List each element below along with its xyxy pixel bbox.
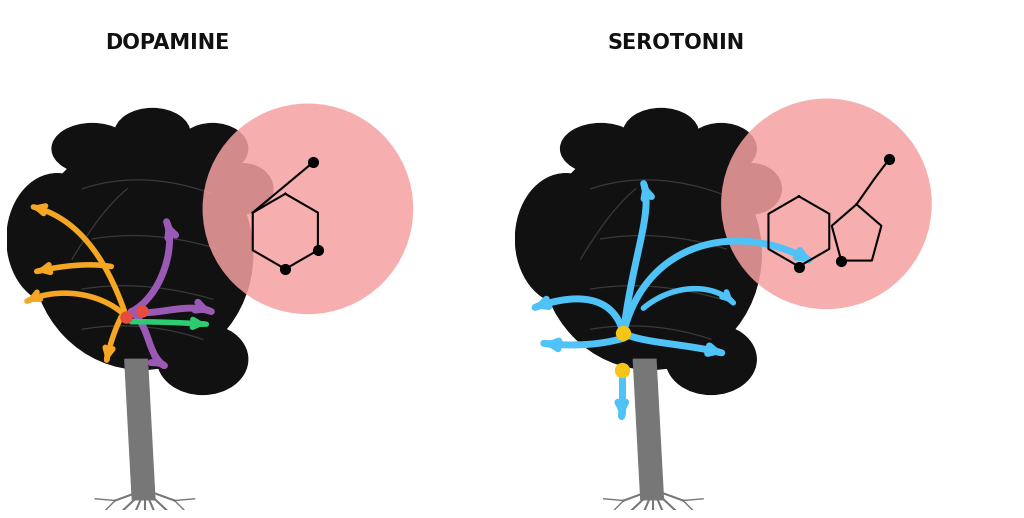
Ellipse shape: [686, 124, 757, 174]
Ellipse shape: [560, 124, 641, 174]
Ellipse shape: [624, 109, 698, 159]
Polygon shape: [634, 359, 664, 500]
Ellipse shape: [52, 124, 132, 174]
Ellipse shape: [515, 174, 615, 304]
Ellipse shape: [666, 324, 757, 394]
Ellipse shape: [541, 139, 761, 369]
Ellipse shape: [7, 174, 108, 304]
Ellipse shape: [32, 139, 253, 369]
Text: SEROTONIN: SEROTONIN: [607, 33, 744, 53]
Ellipse shape: [177, 124, 248, 174]
Ellipse shape: [115, 109, 190, 159]
Ellipse shape: [158, 324, 248, 394]
Ellipse shape: [721, 164, 781, 214]
Polygon shape: [125, 359, 155, 500]
Circle shape: [203, 104, 414, 314]
Text: DOPAMINE: DOPAMINE: [105, 33, 229, 53]
Circle shape: [721, 98, 932, 309]
Ellipse shape: [213, 164, 272, 214]
